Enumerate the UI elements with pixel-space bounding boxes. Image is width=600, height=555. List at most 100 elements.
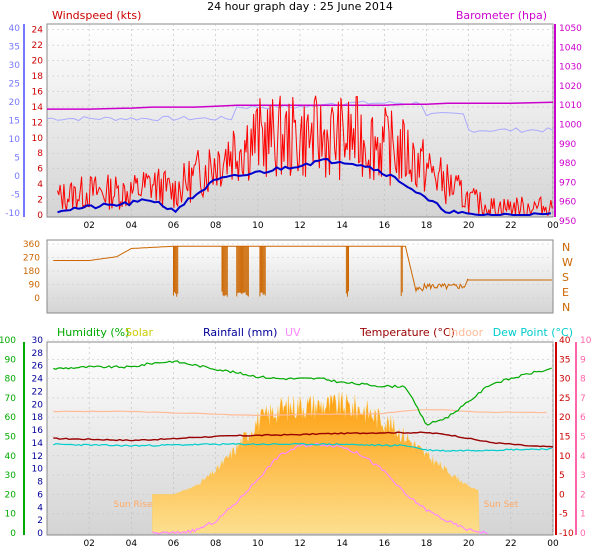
windspeed-tick-label: 2 <box>37 196 43 206</box>
x-tick-label: 02 <box>83 221 94 231</box>
temperature-tick-label: -5 <box>559 510 568 520</box>
legend-humidity: Humidity (%) <box>57 326 129 339</box>
compass-tick-label: N <box>562 301 570 314</box>
outer-tick-label: 0 <box>14 172 20 182</box>
temperature-tick-label: 20 <box>559 413 571 423</box>
windspeed-tick-label: 22 <box>32 41 43 51</box>
x-tick-label: 12 <box>294 539 305 549</box>
x-tick-label: 14 <box>336 539 348 549</box>
windspeed-x-ticks: 02 04 06 08 10 12 14 16 18 20 22 00 <box>83 221 559 231</box>
uv-tick-label: 7 <box>580 394 586 404</box>
outer-tick-label: 5 <box>14 154 20 164</box>
x-tick-label: 20 <box>463 539 475 549</box>
outer-tick-label: 30 <box>9 61 21 71</box>
humidity-tick-label: 10 <box>5 510 17 520</box>
windspeed-tick-label: 14 <box>32 103 44 113</box>
uv-tick-label: 4 <box>580 452 586 462</box>
legend-solar: Solar <box>125 326 154 339</box>
temperature-tick-label: 30 <box>559 375 571 385</box>
windspeed-tick-label: 10 <box>32 134 44 144</box>
barometer-tick-label: 960 <box>559 198 576 208</box>
humidity-tick-label: 0 <box>10 529 16 539</box>
temperature-tick-label: 0 <box>559 490 565 500</box>
barometer-tick-label: 950 <box>559 217 576 227</box>
direction-plot-area <box>46 239 554 314</box>
rainfall-tick-label: 2 <box>37 516 43 526</box>
barometer-line <box>47 101 554 110</box>
windspeed-tick-label: 20 <box>32 57 44 67</box>
outer-tick-label: -5 <box>11 191 20 201</box>
compass-tick-label: W <box>562 256 573 269</box>
humidity-tick-label: 20 <box>5 490 17 500</box>
humidity-tick-label: 60 <box>5 413 17 423</box>
x-tick-label: 06 <box>168 539 180 549</box>
barometer-tick-label: 970 <box>559 178 576 188</box>
x-tick-label: 16 <box>379 221 391 231</box>
x-tick-label: 08 <box>210 221 222 231</box>
temperature-tick-label: 25 <box>559 394 570 404</box>
rainfall-tick-label: 14 <box>32 439 44 449</box>
rainfall-tick-label: 6 <box>37 490 43 500</box>
indoor-line <box>53 409 547 417</box>
humidity-tick-label: 70 <box>5 394 17 404</box>
rainfall-tick-label: 10 <box>32 465 44 475</box>
compass-tick-label: S <box>562 271 569 284</box>
x-tick-label: 08 <box>210 539 222 549</box>
humidity-tick-label: 40 <box>5 452 17 462</box>
uv-tick-label: 9 <box>580 355 586 365</box>
rainfall-tick-label: 16 <box>32 426 44 436</box>
outer-tick-label: -10 <box>5 209 20 219</box>
rainfall-tick-label: 30 <box>32 336 44 346</box>
barometer-axis-title: Barometer (hpa) <box>456 9 547 22</box>
outer-tick-label: 10 <box>9 135 21 145</box>
wind-outer-ticks: 40 35 30 25 20 15 10 5 0 -5 -10 <box>5 24 25 219</box>
average-wind-line <box>57 157 552 216</box>
direction-series <box>53 245 552 297</box>
humidity-tick-label: 100 <box>0 336 16 346</box>
dewpoint-line <box>53 442 552 452</box>
windspeed-tick-label: 6 <box>37 165 43 175</box>
windspeed-tick-label: 8 <box>37 149 43 159</box>
x-tick-label: 10 <box>252 539 264 549</box>
rainfall-tick-label: 26 <box>32 362 44 372</box>
compass-tick-label: N <box>562 241 570 254</box>
windspeed-tick-label: 4 <box>37 180 43 190</box>
uv-tick-label: 1 <box>580 510 586 520</box>
barometer-tick-label: 1040 <box>559 43 582 53</box>
outer-tick-label: 15 <box>9 117 20 127</box>
x-tick-label: 04 <box>126 539 138 549</box>
temperature-tick-label: 35 <box>559 355 570 365</box>
humidity-tick-label: 90 <box>5 355 17 365</box>
x-tick-label: 00 <box>547 539 559 549</box>
windspeed-tick-label: 18 <box>32 72 44 82</box>
windspeed-tick-label: 12 <box>32 118 43 128</box>
degree-tick-label: 270 <box>23 254 40 264</box>
temperature-panel: Humidity (%) Solar Rainfall (mm) UV Temp… <box>0 326 592 549</box>
windspeed-series <box>46 95 554 216</box>
temperature-x-ticks: 02 04 06 08 10 12 14 16 18 20 22 00 <box>83 539 559 549</box>
x-tick-label: 04 <box>126 221 138 231</box>
x-tick-label: 22 <box>505 539 516 549</box>
windspeed-line <box>57 95 553 216</box>
x-tick-label: 00 <box>547 221 559 231</box>
outer-tick-label: 20 <box>9 98 21 108</box>
degree-tick-label: 90 <box>29 281 41 291</box>
uv-tick-label: 2 <box>580 490 586 500</box>
compass-tick-label: E <box>562 286 569 299</box>
x-tick-label: 20 <box>463 221 475 231</box>
degree-tick-label: 0 <box>34 294 40 304</box>
uv-tick-label: 3 <box>580 471 586 481</box>
legend-temperature: Temperature (°C) <box>359 326 455 339</box>
humidity-tick-label: 80 <box>5 375 17 385</box>
barometer-ticks: 1050 1040 1030 1020 1010 1000 990 980 970 960 950 <box>554 24 582 227</box>
temperature-tick-label: 10 <box>559 452 571 462</box>
page-title: 24 hour graph day : 25 June 2014 <box>207 0 393 13</box>
solar-area <box>152 392 480 534</box>
degree-tick-label: 360 <box>23 240 40 250</box>
humidity-tick-label: 50 <box>5 433 17 443</box>
rainfall-tick-label: 28 <box>32 349 44 359</box>
rainfall-tick-label: 12 <box>32 452 43 462</box>
temperature-tick-label: -10 <box>559 529 574 539</box>
direction-degree-ticks: 360 270 180 90 0 <box>23 240 40 304</box>
